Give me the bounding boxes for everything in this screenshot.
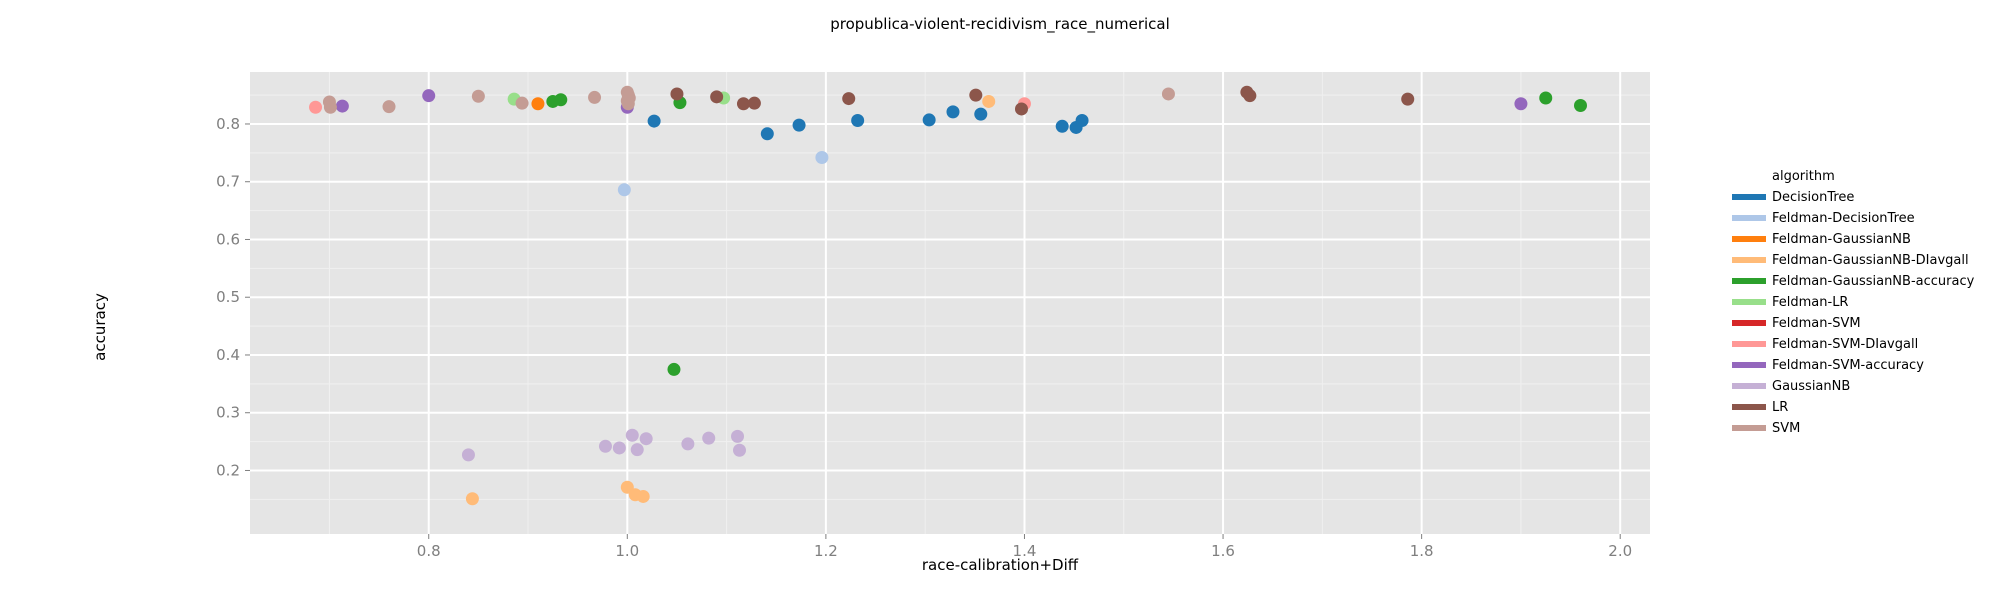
point-feldman-svm-diavgall [309, 100, 323, 114]
x-tick-label: 1.8 [1410, 542, 1434, 560]
x-tick-label: 1.4 [1013, 542, 1037, 560]
legend-swatch-feldman-decisiontree [1732, 215, 1766, 221]
y-tick-label: 0.7 [216, 173, 240, 191]
legend-swatch-svm [1732, 425, 1766, 431]
y-axis-label: accuracy [91, 293, 109, 361]
legend-label-decisiontree: DecisionTree [1772, 190, 1854, 205]
point-decisiontree [946, 105, 960, 119]
point-svm [621, 97, 635, 111]
point-feldman-gaussiannb-diavgall [636, 489, 650, 503]
legend-label-feldman-lr: Feldman-LR [1772, 295, 1848, 310]
legend-label-feldman-svm: Feldman-SVM [1772, 316, 1861, 331]
point-lr [747, 96, 761, 110]
point-lr [710, 90, 724, 104]
y-tick-label: 0.6 [216, 230, 240, 248]
legend-swatch-decisiontree [1732, 194, 1766, 200]
point-decisiontree [1075, 114, 1089, 128]
chart-title: propublica-violent-recidivism_race_numer… [830, 15, 1170, 34]
point-gaussiannb [681, 437, 695, 451]
legend-label-feldman-gaussiannb-diavgall: Feldman-GaussianNB-DIavgall [1772, 253, 1969, 268]
legend-swatch-lr [1732, 404, 1766, 410]
point-feldman-gaussiannb-diavgall [982, 94, 996, 108]
point-feldman-gaussiannb-accuracy [667, 362, 681, 376]
point-svm [323, 100, 337, 114]
point-gaussiannb [731, 429, 745, 443]
point-lr [736, 97, 750, 111]
legend: algorithm DecisionTree Feldman-DecisionTr… [1732, 169, 1975, 436]
point-feldman-gaussiannb-accuracy [1539, 91, 1553, 105]
point-decisiontree [792, 118, 806, 132]
legend-swatch-gaussiannb [1732, 383, 1766, 389]
point-feldman-svm-accuracy [422, 89, 436, 103]
point-svm [1161, 87, 1175, 101]
point-feldman-gaussiannb-diavgall [465, 492, 479, 506]
y-tick-label: 0.3 [216, 404, 240, 422]
data-points [309, 85, 1587, 506]
legend-label-feldman-decisiontree: Feldman-DecisionTree [1772, 211, 1915, 226]
legend-swatch-feldman-gaussiannb [1732, 236, 1766, 242]
x-tick-label: 1.0 [615, 542, 639, 560]
y-tick-label: 0.8 [216, 115, 240, 133]
point-svm [588, 90, 602, 104]
point-gaussiannb [598, 439, 612, 453]
legend-swatch-feldman-lr [1732, 299, 1766, 305]
point-gaussiannb [461, 448, 475, 462]
legend-label-feldman-svm-accuracy: Feldman-SVM-accuracy [1772, 358, 1924, 373]
point-svm [471, 89, 485, 103]
legend-swatch-feldman-svm-accuracy [1732, 362, 1766, 368]
point-gaussiannb [612, 441, 626, 455]
legend-swatch-feldman-svm-diavgall [1732, 341, 1766, 347]
point-lr [1014, 102, 1028, 116]
legend-swatch-feldman-gaussiannb-accuracy [1732, 278, 1766, 284]
x-tick-label: 0.8 [417, 542, 441, 560]
legend-label-gaussiannb: GaussianNB [1772, 379, 1850, 394]
legend-title: algorithm [1772, 169, 1835, 184]
x-tick-label: 1.6 [1211, 542, 1235, 560]
y-tick-label: 0.5 [216, 288, 240, 306]
point-decisiontree [851, 114, 865, 128]
minor-grid [250, 72, 1650, 534]
y-axis-ticks: 0.2 0.3 0.4 0.5 0.6 0.7 0.8 [216, 115, 250, 479]
legend-label-lr: LR [1772, 400, 1788, 415]
point-feldman-decisiontree [815, 150, 829, 164]
point-lr [969, 88, 983, 102]
point-lr [670, 87, 684, 101]
point-gaussiannb [639, 432, 653, 446]
point-gaussiannb [702, 431, 716, 445]
point-feldman-gaussiannb-accuracy [1573, 98, 1587, 112]
plot-background [250, 72, 1650, 534]
point-decisiontree [647, 114, 661, 128]
legend-label-feldman-svm-diavgall: Feldman-SVM-DIavgall [1772, 337, 1918, 352]
point-lr [842, 92, 856, 106]
point-feldman-svm-accuracy [1514, 97, 1528, 111]
point-gaussiannb [733, 443, 747, 457]
x-axis-label: race-calibration+Diff [922, 556, 1079, 574]
point-svm [515, 96, 529, 110]
legend-label-svm: SVM [1772, 421, 1800, 436]
point-lr [1243, 89, 1257, 103]
point-gaussiannb [630, 443, 644, 457]
legend-swatch-feldman-svm [1732, 320, 1766, 326]
point-feldman-svm-accuracy [335, 99, 349, 113]
point-decisiontree [760, 127, 774, 141]
point-decisiontree [974, 107, 988, 121]
x-axis-ticks: 0.8 1.0 1.2 1.4 1.6 1.8 2.0 [417, 534, 1632, 560]
point-decisiontree [922, 113, 936, 127]
x-tick-label: 1.2 [814, 542, 838, 560]
point-feldman-decisiontree [617, 183, 631, 197]
point-feldman-gaussiannb-accuracy [554, 93, 568, 107]
y-tick-label: 0.2 [216, 461, 240, 479]
y-tick-label: 0.4 [216, 346, 240, 364]
point-svm [382, 100, 396, 114]
legend-swatch-feldman-gaussiannb-diavgall [1732, 257, 1766, 263]
legend-label-feldman-gaussiannb: Feldman-GaussianNB [1772, 232, 1911, 247]
major-grid [250, 72, 1650, 534]
point-lr [1401, 92, 1415, 106]
legend-label-feldman-gaussiannb-accuracy: Feldman-GaussianNB-accuracy [1772, 274, 1975, 289]
point-decisiontree [1055, 119, 1069, 133]
point-gaussiannb [625, 428, 639, 442]
x-tick-label: 2.0 [1608, 542, 1632, 560]
point-feldman-gaussiannb [531, 97, 545, 111]
